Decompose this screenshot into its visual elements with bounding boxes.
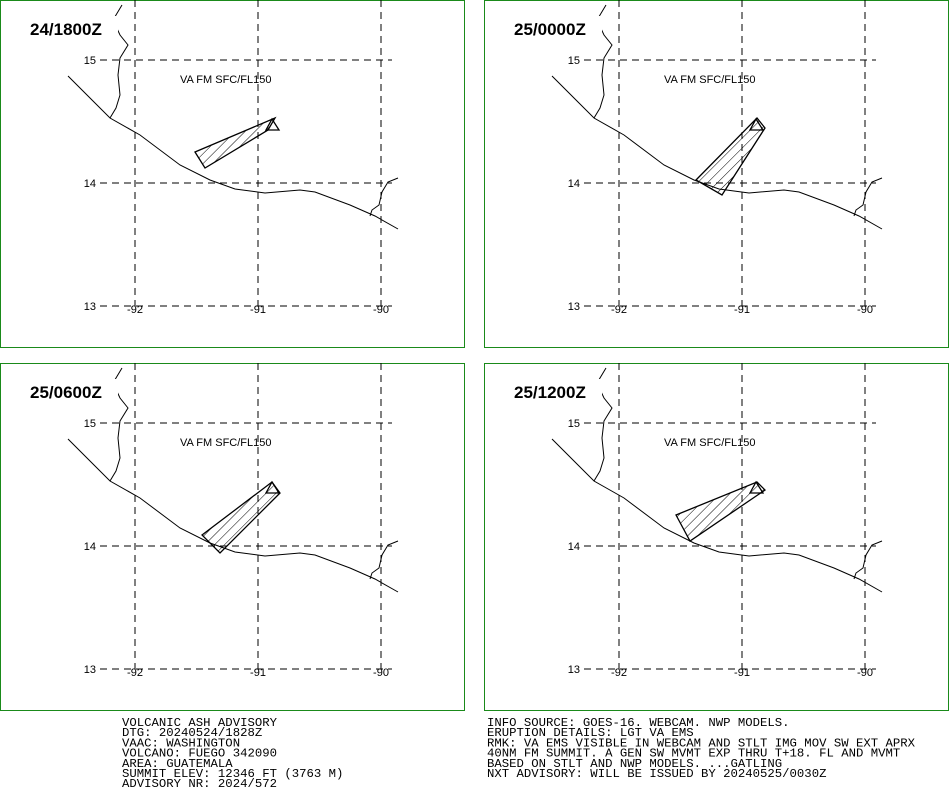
- lon-label: -90: [373, 667, 389, 679]
- advisory-line: AREA: GUATEMALA: [122, 757, 233, 771]
- lon-label: -90: [857, 667, 873, 679]
- advisory-line: ERUPTION DETAILS: LGT VA EMS: [487, 726, 694, 740]
- lat-label: 14: [84, 178, 96, 190]
- advisory-line: VOLCANO: FUEGO 342090: [122, 747, 277, 761]
- time-bg: [510, 16, 602, 40]
- lon-label: -92: [611, 667, 627, 679]
- lat-label: 14: [84, 541, 96, 553]
- va-level: VA FM SFC/FL150: [180, 74, 272, 86]
- lat-label: 13: [84, 301, 96, 313]
- panel-frame: [0, 0, 465, 348]
- volcano-marker: [264, 117, 281, 131]
- va-level: VA FM SFC/FL150: [664, 437, 756, 449]
- lon-label: -92: [127, 304, 143, 316]
- lon-label: -91: [250, 667, 266, 679]
- lon-label: -90: [373, 304, 389, 316]
- lat-label: 15: [568, 55, 580, 67]
- lat-label: 15: [568, 418, 580, 430]
- advisory-line: VOLCANIC ASH ADVISORY: [122, 716, 278, 730]
- lon-label: -90: [857, 304, 873, 316]
- map-panel: 15 14 13 -92 -91 -90 24/1800Z VA FM SFC/FL150: [0, 0, 465, 348]
- map-panel: 15 14 13 -92 -91 -90 25/1200Z VA FM SFC/FL150: [484, 363, 949, 711]
- advisory-line: INFO SOURCE: GOES-16. WEBCAM. NWP MODELS…: [487, 716, 790, 730]
- forecast-time: 25/0600Z: [30, 383, 102, 402]
- lon-label: -92: [611, 304, 627, 316]
- advisory-line: NXT ADVISORY: WILL BE ISSUED BY 20240525…: [487, 767, 826, 781]
- lon-label: -91: [734, 304, 750, 316]
- ash-area: [201, 481, 281, 554]
- lon-label: -91: [734, 667, 750, 679]
- lat-label: 14: [568, 541, 580, 553]
- map-panel: 15 14 13 -92 -91 -90 25/0600Z VA FM SFC/FL150: [0, 363, 465, 711]
- lon-label: -91: [250, 304, 266, 316]
- lat-label: 13: [568, 664, 580, 676]
- border: [369, 540, 399, 580]
- ash-area: [694, 117, 766, 196]
- volcano-marker: [748, 117, 765, 131]
- advisory-line: VAAC: WASHINGTON: [122, 736, 240, 750]
- advisory-line: SUMMIT ELEV: 12346 FT (3763 M): [122, 767, 343, 781]
- lat-label: 15: [84, 55, 96, 67]
- forecast-time: 24/1800Z: [30, 20, 102, 39]
- lat-label: 13: [568, 301, 580, 313]
- lat-label: 14: [568, 178, 580, 190]
- time-bg: [26, 16, 118, 40]
- advisory-line: DTG: 20240524/1828Z: [122, 726, 262, 740]
- volcano-marker: [264, 480, 281, 494]
- lon-label: -92: [127, 667, 143, 679]
- map-panel: 15 14 13 -92 -91 -90 25/0000Z VA FM SFC/FL150: [484, 0, 949, 348]
- border: [853, 540, 883, 580]
- volcano-marker: [748, 480, 765, 494]
- advisory-line: RMK: VA EMS VISIBLE IN WEBCAM AND STLT I…: [487, 736, 916, 750]
- panel-frame: [0, 363, 465, 711]
- va-level: VA FM SFC/FL150: [664, 74, 756, 86]
- panel-frame: [484, 363, 949, 711]
- time-bg: [26, 379, 118, 403]
- panel-frame: [484, 0, 949, 348]
- advisory-line: ADVISORY NR: 2024/572: [122, 777, 277, 791]
- border: [853, 177, 883, 217]
- lat-label: 13: [84, 664, 96, 676]
- lat-label: 15: [84, 418, 96, 430]
- forecast-time: 25/1200Z: [514, 383, 586, 402]
- advisory-line: BASED ON STLT AND NWP MODELS. ...GATLING: [487, 757, 782, 771]
- ash-area: [675, 481, 767, 542]
- va-level: VA FM SFC/FL150: [180, 437, 272, 449]
- forecast-time: 25/0000Z: [514, 20, 586, 39]
- time-bg: [510, 379, 602, 403]
- advisory-line: 40NM FM SUMMIT. A GEN SW MVMT EXP THRU T…: [487, 747, 900, 761]
- border: [369, 177, 399, 217]
